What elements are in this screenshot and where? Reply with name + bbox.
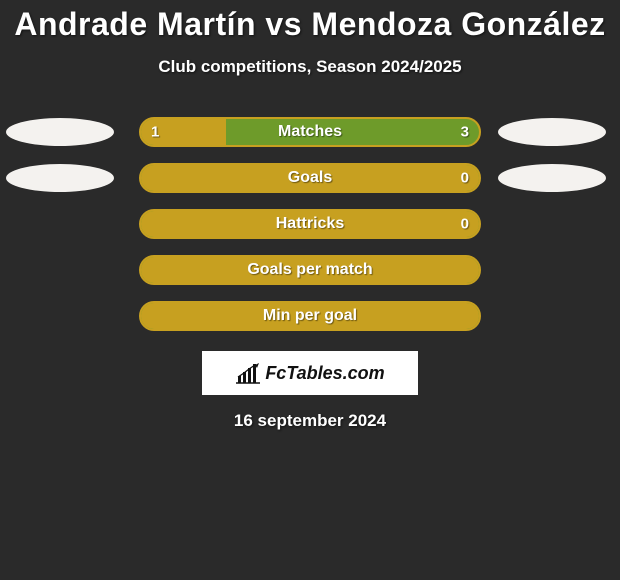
date-label: 16 september 2024 bbox=[0, 411, 620, 431]
player-left-badge bbox=[6, 164, 114, 192]
player-right-badge bbox=[498, 164, 606, 192]
player-right-badge bbox=[498, 118, 606, 146]
bar-chart-icon bbox=[235, 362, 261, 384]
stat-bar-left-fill bbox=[141, 303, 479, 329]
stat-bar-left-fill bbox=[141, 257, 479, 283]
stat-bar: Goals per match bbox=[139, 255, 481, 285]
page-title: Andrade Martín vs Mendoza González bbox=[0, 6, 620, 43]
comparison-chart: Matches13 Goals0 Hattricks0 Goals per match… bbox=[0, 107, 620, 337]
site-logo: FcTables.com bbox=[202, 351, 418, 395]
logo-text: FcTables.com bbox=[265, 363, 384, 384]
stat-row: Min per goal bbox=[0, 291, 620, 337]
stat-value-right: 3 bbox=[461, 124, 469, 141]
stat-bar: Matches13 bbox=[139, 117, 481, 147]
stat-row: Goals per match bbox=[0, 245, 620, 291]
stat-bar-left-fill bbox=[141, 119, 226, 145]
page-subtitle: Club competitions, Season 2024/2025 bbox=[0, 57, 620, 77]
stat-bar: Hattricks0 bbox=[139, 209, 481, 239]
comparison-infographic: Andrade Martín vs Mendoza González Club … bbox=[0, 0, 620, 431]
stat-row: Hattricks0 bbox=[0, 199, 620, 245]
stat-bar: Min per goal bbox=[139, 301, 481, 331]
stat-bar-left-fill bbox=[141, 211, 479, 237]
stat-row: Matches13 bbox=[0, 107, 620, 153]
stat-bar-left-fill bbox=[141, 165, 479, 191]
stat-row: Goals0 bbox=[0, 153, 620, 199]
player-left-badge bbox=[6, 118, 114, 146]
stat-bar: Goals0 bbox=[139, 163, 481, 193]
